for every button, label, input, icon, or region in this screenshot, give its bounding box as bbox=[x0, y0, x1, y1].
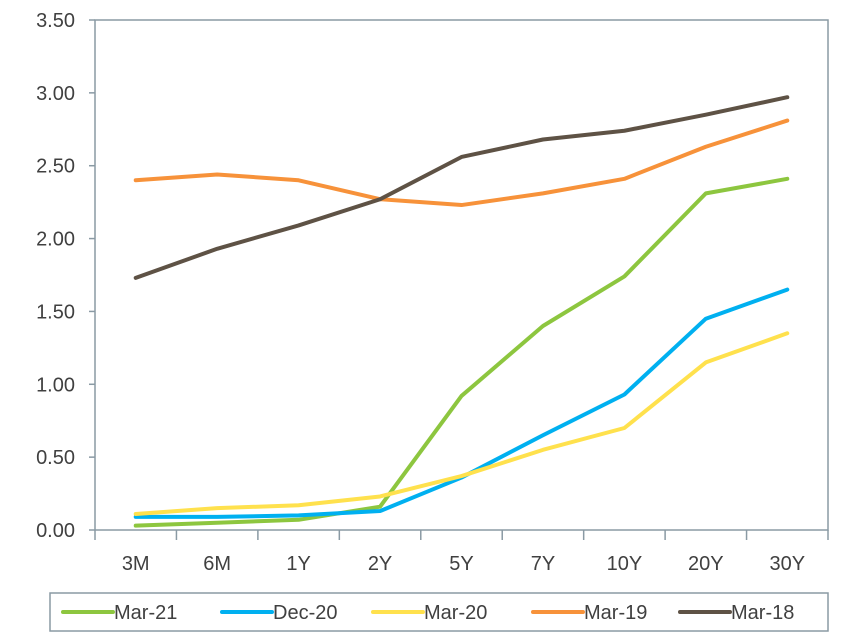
x-tick-label: 10Y bbox=[607, 553, 643, 575]
x-tick-label: 5Y bbox=[449, 553, 473, 575]
y-tick-label: 1.50 bbox=[36, 301, 75, 323]
legend-item-mar-18: Mar-18 bbox=[678, 602, 794, 624]
series-line-mar-18 bbox=[133, 95, 790, 280]
legend-item-dec-20: Dec-20 bbox=[220, 602, 337, 624]
y-tick-label: 2.50 bbox=[36, 156, 75, 178]
y-tick-label: 3.50 bbox=[36, 10, 75, 32]
legend-label: Mar-19 bbox=[584, 602, 647, 624]
x-tick-label: 1Y bbox=[286, 553, 310, 575]
x-tick-label: 2Y bbox=[368, 553, 392, 575]
y-tick-label: 3.00 bbox=[36, 83, 75, 105]
legend-item-mar-19: Mar-19 bbox=[531, 602, 647, 624]
y-tick-label: 1.00 bbox=[36, 374, 75, 396]
plot-area-border bbox=[94, 19, 829, 531]
x-tick-label: 30Y bbox=[769, 553, 805, 575]
x-tick-label: 6M bbox=[203, 553, 231, 575]
series-line-mar-21 bbox=[133, 176, 790, 528]
series-line-mar-20 bbox=[133, 331, 790, 516]
legend-label: Dec-20 bbox=[273, 602, 337, 624]
legend-label: Mar-20 bbox=[424, 602, 487, 624]
y-tick-label: 0.50 bbox=[36, 447, 75, 469]
series-line-dec-20 bbox=[133, 287, 790, 519]
legend-label: Mar-18 bbox=[731, 602, 794, 624]
x-tick-label: 7Y bbox=[531, 553, 555, 575]
legend-label: Mar-21 bbox=[114, 602, 177, 624]
legend-item-mar-21: Mar-21 bbox=[61, 602, 177, 624]
x-tick-label: 3M bbox=[122, 553, 150, 575]
legend-item-mar-20: Mar-20 bbox=[371, 602, 487, 624]
series-line-mar-19 bbox=[133, 118, 790, 208]
y-tick-label: 2.00 bbox=[36, 229, 75, 251]
x-tick-label: 20Y bbox=[688, 553, 724, 575]
y-tick-label: 0.00 bbox=[36, 520, 75, 542]
